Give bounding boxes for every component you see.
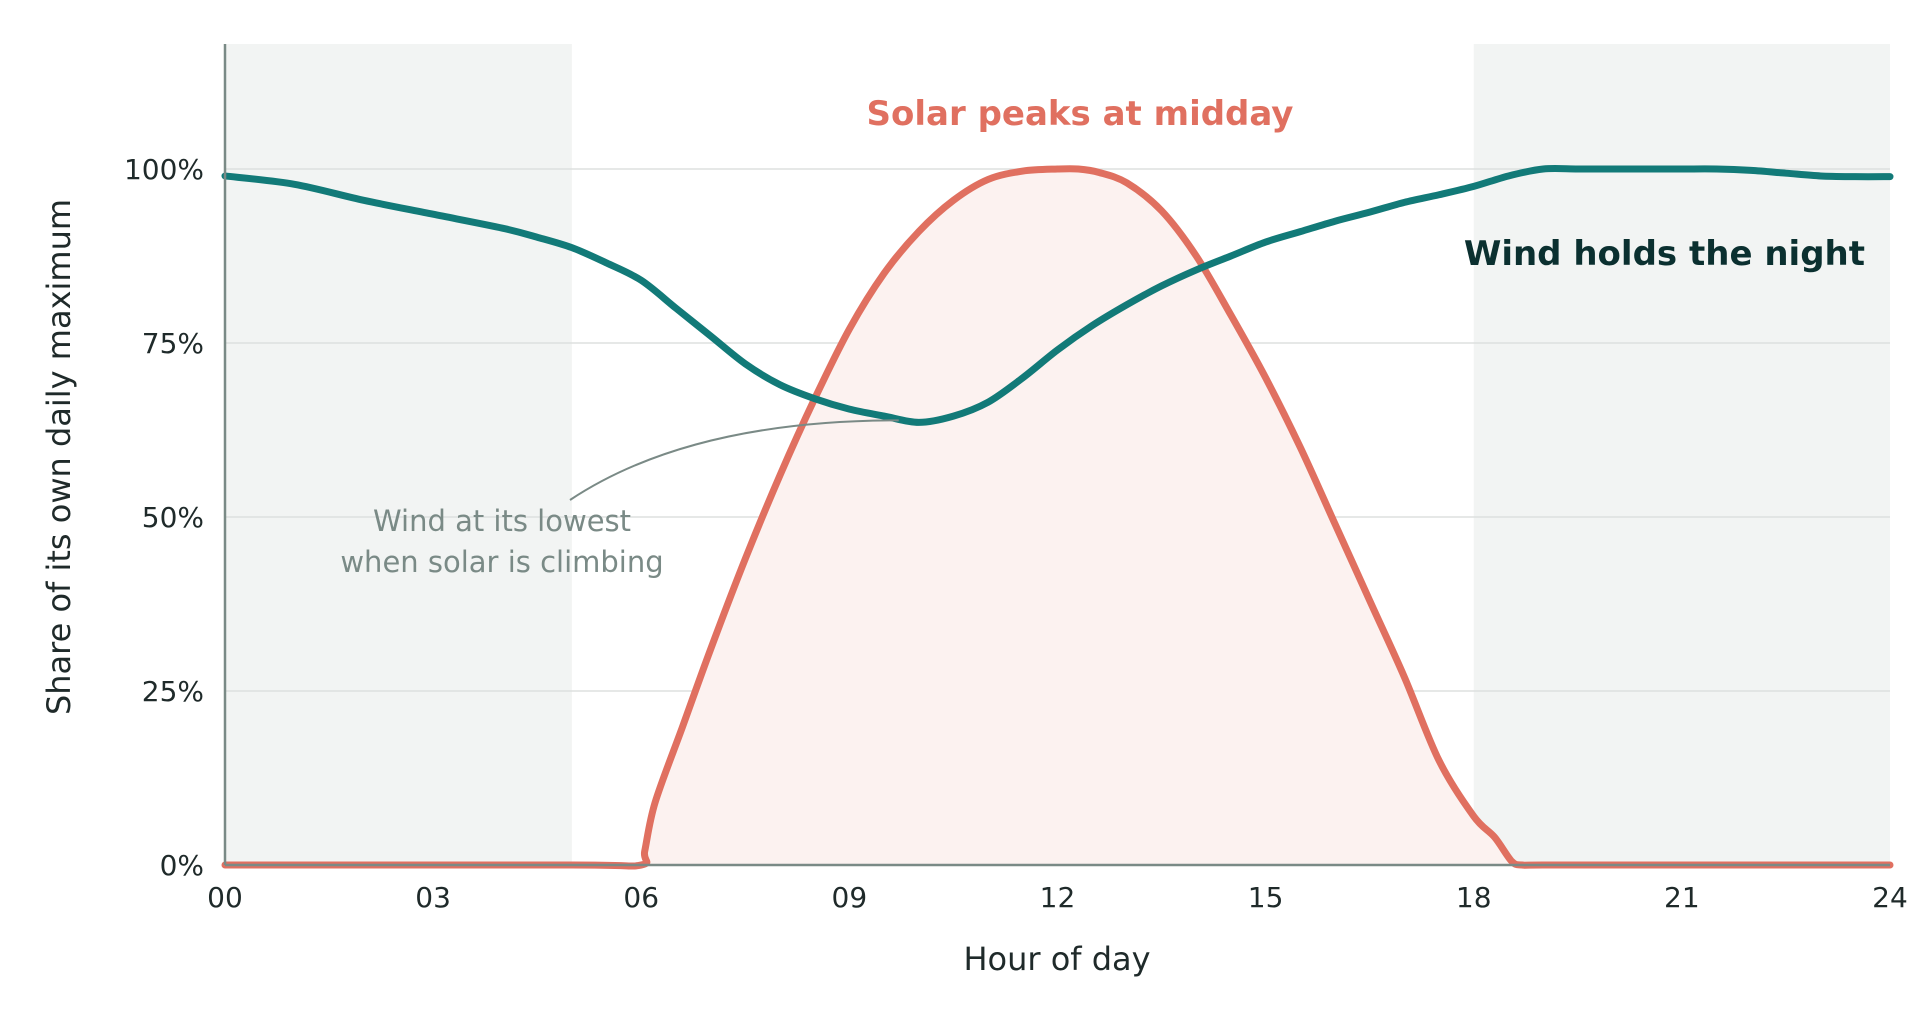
annotation-solar: Solar peaks at midday (867, 94, 1294, 134)
x-tick-label-8: 24 (1872, 881, 1908, 914)
y-tick-label-3: 75% (142, 327, 204, 360)
x-tick-label-5: 15 (1248, 881, 1284, 914)
x-tick-label-4: 12 (1040, 881, 1076, 914)
series-lines (221, 165, 1894, 870)
wind-line (221, 165, 1894, 426)
y-tick-label-2: 50% (142, 501, 204, 534)
tick-labels: 00 03 06 09 12 15 18 21 24 0% 25% 50% 75% 100% (124, 153, 1908, 914)
annotation-wind: Wind holds the night (1464, 234, 1865, 274)
night-band-1 (1473, 44, 1890, 865)
x-tick-label-2: 06 (623, 881, 659, 914)
x-tick-label-1: 03 (415, 881, 451, 914)
x-tick-label-3: 09 (832, 881, 868, 914)
area-fills (225, 168, 1890, 866)
solar-area (225, 168, 1890, 866)
x-tick-label-6: 18 (1456, 881, 1492, 914)
y-tick-label-0: 0% (160, 849, 204, 882)
y-tick-label-4: 100% (124, 153, 204, 186)
annotation-leader-line (569, 419, 899, 501)
y-tick-label-1: 25% (142, 675, 204, 708)
night-band-0 (225, 44, 572, 865)
annotation-connector (569, 419, 899, 501)
annotation-note-line1: Wind at its lowest (373, 504, 631, 538)
x-axis-title: Hour of day (963, 940, 1150, 978)
y-axis-title: Share of its own daily maximum (40, 199, 78, 715)
axes (223, 44, 1890, 867)
night-bands (225, 44, 1890, 865)
x-tick-label-0: 00 (207, 881, 243, 914)
x-tick-label-7: 21 (1664, 881, 1700, 914)
solar-line (221, 165, 1894, 870)
annotation-note-line2: when solar is climbing (340, 545, 663, 579)
